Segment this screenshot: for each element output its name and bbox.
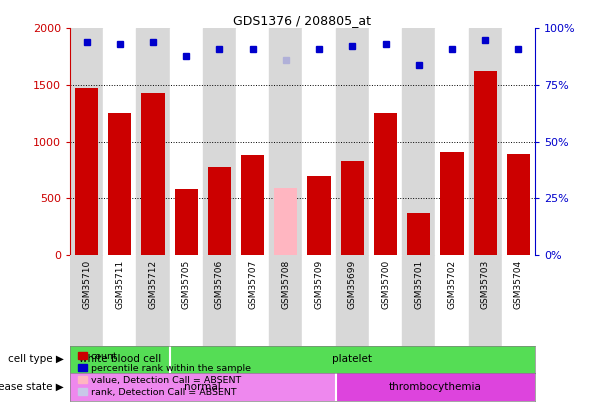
- Text: GSM35707: GSM35707: [248, 260, 257, 309]
- Text: disease state ▶: disease state ▶: [0, 382, 64, 392]
- Bar: [108, 113, 131, 255]
- Bar: [208, 166, 231, 255]
- Bar: [502, 28, 535, 255]
- Text: GSM35703: GSM35703: [481, 260, 489, 309]
- Bar: [75, 88, 98, 255]
- Bar: [70, 28, 103, 255]
- Text: thrombocythemia: thrombocythemia: [389, 382, 482, 392]
- Bar: [302, 255, 336, 345]
- Bar: [507, 154, 530, 255]
- Text: GSM35700: GSM35700: [381, 260, 390, 309]
- Bar: [70, 255, 103, 345]
- Bar: [336, 255, 369, 345]
- Bar: [141, 93, 165, 255]
- Bar: [402, 255, 435, 345]
- Legend: count, percentile rank within the sample, value, Detection Call = ABSENT, rank, : count, percentile rank within the sample…: [75, 348, 255, 400]
- Text: GSM35699: GSM35699: [348, 260, 357, 309]
- Bar: [435, 28, 469, 255]
- Bar: [136, 28, 170, 255]
- Text: cell type ▶: cell type ▶: [8, 354, 64, 364]
- Text: GSM35712: GSM35712: [148, 260, 157, 309]
- Bar: [340, 161, 364, 255]
- Bar: [469, 255, 502, 345]
- Title: GDS1376 / 208805_at: GDS1376 / 208805_at: [233, 14, 371, 27]
- Bar: [70, 373, 336, 401]
- Bar: [103, 28, 136, 255]
- Bar: [170, 255, 203, 345]
- Bar: [374, 113, 397, 255]
- Bar: [336, 28, 369, 255]
- Bar: [269, 28, 302, 255]
- Bar: [103, 255, 136, 345]
- Bar: [136, 255, 170, 345]
- Bar: [336, 373, 535, 401]
- Bar: [203, 28, 236, 255]
- Text: GSM35711: GSM35711: [116, 260, 124, 309]
- Bar: [269, 255, 302, 345]
- Bar: [170, 28, 203, 255]
- Bar: [502, 255, 535, 345]
- Text: GSM35709: GSM35709: [314, 260, 323, 309]
- Bar: [236, 255, 269, 345]
- Bar: [274, 188, 297, 255]
- Bar: [435, 255, 469, 345]
- Bar: [407, 213, 430, 255]
- Bar: [236, 28, 269, 255]
- Bar: [174, 189, 198, 255]
- Bar: [369, 28, 402, 255]
- Text: GSM35705: GSM35705: [182, 260, 191, 309]
- Text: platelet: platelet: [333, 354, 372, 364]
- Text: normal: normal: [184, 382, 221, 392]
- Bar: [241, 155, 264, 255]
- Text: GSM35702: GSM35702: [447, 260, 457, 309]
- Text: GSM35701: GSM35701: [414, 260, 423, 309]
- Text: GSM35706: GSM35706: [215, 260, 224, 309]
- Bar: [203, 255, 236, 345]
- Bar: [440, 152, 464, 255]
- Text: GSM35708: GSM35708: [282, 260, 291, 309]
- Text: white blood cell: white blood cell: [78, 354, 161, 364]
- Bar: [308, 176, 331, 255]
- Bar: [369, 255, 402, 345]
- Bar: [469, 28, 502, 255]
- Text: GSM35704: GSM35704: [514, 260, 523, 309]
- Text: GSM35710: GSM35710: [82, 260, 91, 309]
- Bar: [302, 28, 336, 255]
- Bar: [402, 28, 435, 255]
- Bar: [474, 71, 497, 255]
